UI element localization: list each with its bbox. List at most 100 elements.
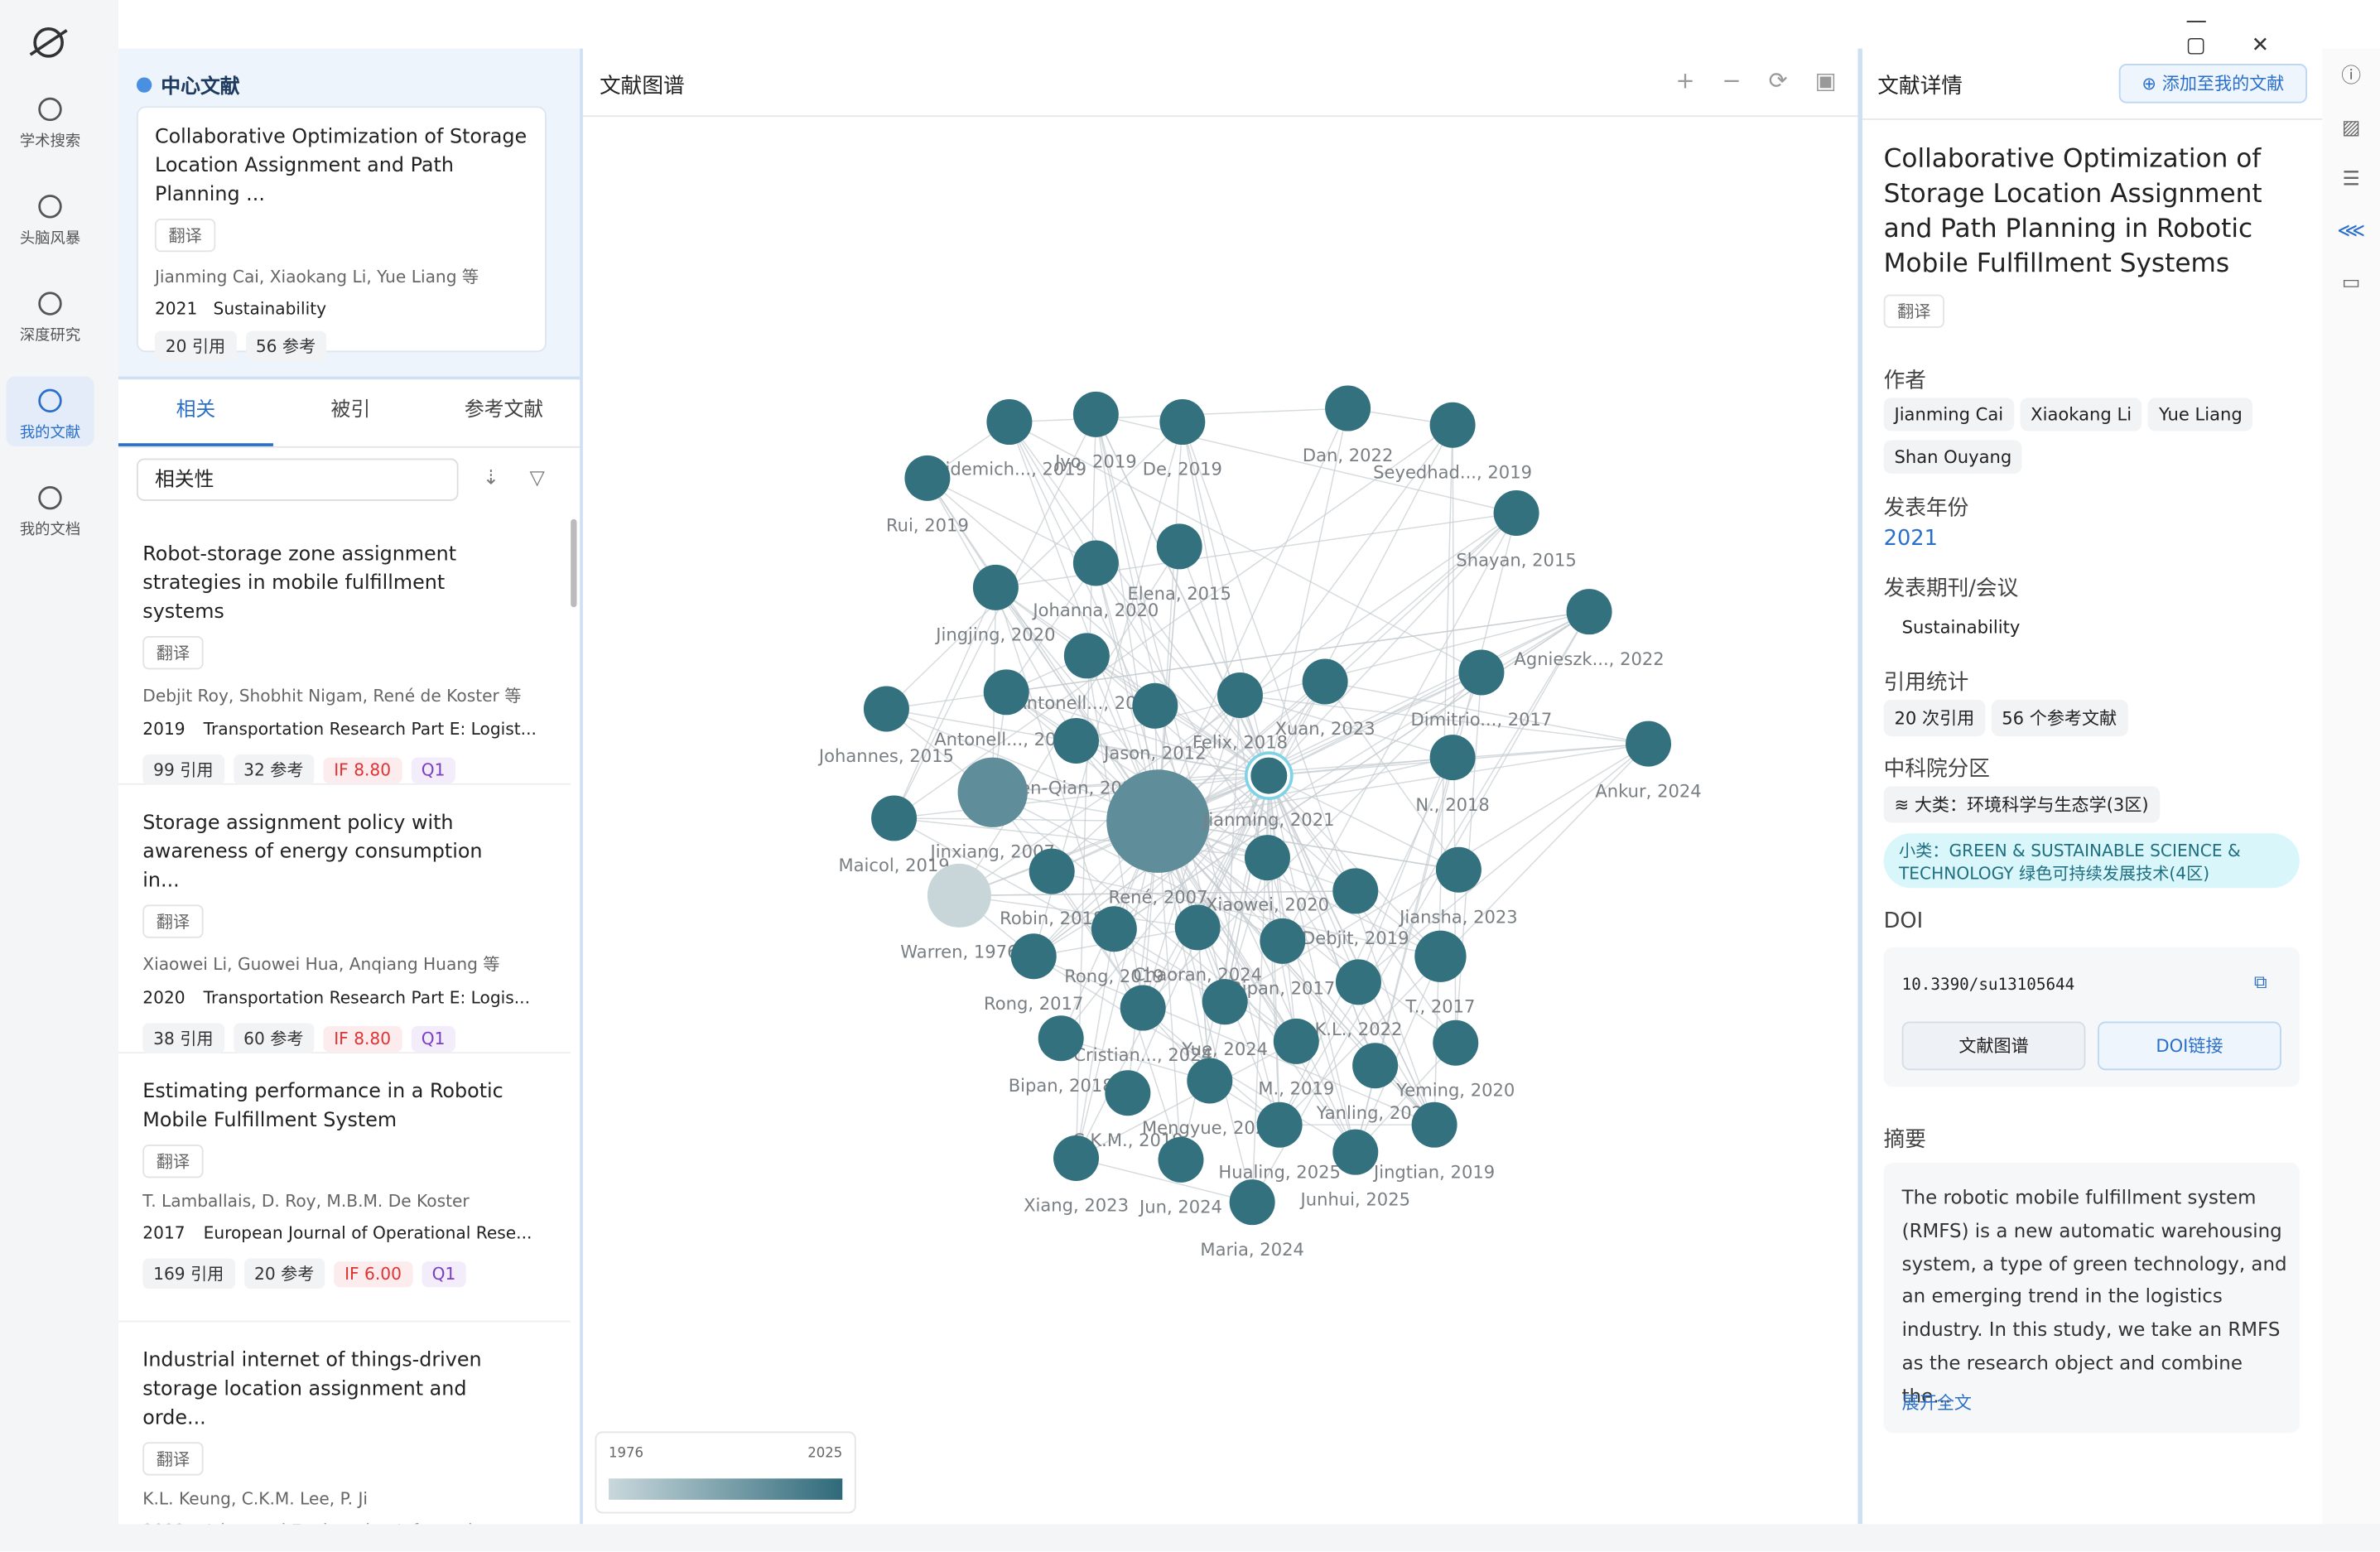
node[interactable]	[1414, 930, 1467, 982]
node[interactable]	[1433, 1019, 1479, 1066]
node[interactable]	[1106, 769, 1210, 873]
node[interactable]	[1029, 848, 1075, 894]
node[interactable]	[1302, 658, 1348, 705]
node[interactable]	[1411, 1101, 1457, 1148]
edge	[1279, 743, 1650, 1125]
node[interactable]	[904, 455, 951, 501]
row: 翻译	[142, 904, 571, 938]
paper-card[interactable]: Storage assignment policy with awareness…	[118, 785, 571, 1054]
node[interactable]	[1332, 1129, 1379, 1175]
node[interactable]	[1010, 933, 1057, 980]
node[interactable]	[1053, 717, 1100, 764]
node[interactable]	[1566, 589, 1612, 635]
edge	[1279, 757, 1453, 1125]
node[interactable]	[1187, 1058, 1233, 1104]
node[interactable]	[1429, 402, 1476, 448]
add-button[interactable]: ⊕ 添加至我的文献	[2118, 63, 2308, 104]
nav-item[interactable]: 深度研究	[6, 279, 94, 349]
node[interactable]	[1273, 1018, 1319, 1064]
node[interactable]	[1091, 906, 1137, 952]
node[interactable]	[927, 863, 991, 928]
node[interactable]	[1244, 835, 1290, 881]
node[interactable]	[1072, 391, 1119, 437]
translate[interactable]: 翻译	[142, 1145, 204, 1178]
sort-select[interactable]: 相关性	[136, 458, 459, 501]
scrollbar[interactable]	[571, 518, 577, 608]
tab[interactable]: 参考文献	[464, 399, 544, 422]
impact-factor: IF 8.80	[323, 757, 402, 783]
node[interactable]	[1072, 540, 1119, 586]
window-controls[interactable]: —▢✕	[2185, 8, 2315, 58]
node-label: Robin, 2018	[1000, 908, 1104, 928]
node[interactable]	[1626, 721, 1672, 767]
edge	[893, 414, 1097, 819]
sort-filter-icons[interactable]: ⇣▽	[482, 467, 576, 491]
authors: T. Lamballais, D. Roy, M.B.M. De Koster	[142, 1191, 470, 1212]
sidebar: 学术搜索头脑风暴深度研究我的文献我的文档	[0, 0, 118, 1552]
nav-item[interactable]: 我的文档	[6, 474, 94, 543]
node[interactable]	[1493, 490, 1539, 537]
doi-button[interactable]: DOI链接	[2098, 1021, 2281, 1071]
node[interactable]	[871, 795, 918, 841]
node[interactable]	[1159, 399, 1206, 446]
node[interactable]	[957, 757, 1028, 827]
node-label: Ankur, 2024	[1595, 780, 1701, 801]
tab[interactable]: 被引	[330, 399, 371, 422]
nav-item[interactable]: 头脑风暴	[6, 182, 94, 252]
node[interactable]	[1352, 1043, 1399, 1089]
heading: 文献详情	[1877, 74, 1963, 99]
detail-panel: 文献详情 ⊕ 添加至我的文献 Collaborative Optimizatio…	[1862, 49, 2323, 1525]
edge	[995, 512, 1517, 589]
node[interactable]	[1247, 754, 1290, 798]
right-toolbar[interactable]: ⓘ ▨ ☰ ⋘ ▭	[2322, 48, 2380, 1527]
nav-item[interactable]: 学术搜索	[6, 85, 94, 155]
nav-item[interactable]: 我的文献	[6, 376, 94, 446]
copy[interactable]: ⧉	[2253, 971, 2267, 993]
translate[interactable]: 翻译	[142, 904, 204, 938]
node[interactable]	[1156, 523, 1202, 570]
node[interactable]	[1332, 868, 1379, 914]
edge	[1075, 928, 1115, 1159]
translate[interactable]: 翻译	[142, 1442, 204, 1476]
node-label: K.L., 2022	[1314, 1019, 1402, 1039]
paper-card[interactable]: Estimating performance in a Robotic Mobi…	[118, 1053, 571, 1323]
node[interactable]	[1256, 1101, 1303, 1148]
node[interactable]	[1458, 649, 1505, 696]
node[interactable]	[1229, 1179, 1275, 1226]
node[interactable]	[1158, 1136, 1204, 1183]
node[interactable]	[1202, 979, 1248, 1025]
node[interactable]	[1216, 672, 1263, 718]
paper-card[interactable]: Industrial internet of things-driven sto…	[118, 1322, 571, 1524]
authors: K.L. Keung, C.K.M. Lee, P. Ji	[142, 1489, 368, 1509]
node-label: Xiaowei, 2020	[1206, 894, 1329, 915]
nav-label: 我的文档	[19, 522, 81, 539]
node[interactable]	[1325, 385, 1371, 431]
node[interactable]	[1063, 633, 1110, 679]
node[interactable]	[863, 686, 909, 732]
row: 翻译	[142, 635, 571, 670]
node[interactable]	[1335, 959, 1381, 1005]
refs: 56 个参考文献	[1991, 699, 2127, 736]
graph-tools[interactable]: +−⟳▣	[1675, 66, 1864, 94]
node[interactable]	[1429, 735, 1476, 781]
translate[interactable]: 翻译	[154, 218, 216, 253]
edge	[1033, 956, 1356, 1153]
translate[interactable]: 翻译	[142, 635, 204, 670]
node[interactable]	[1174, 904, 1221, 951]
node[interactable]	[986, 399, 1033, 446]
paper-card[interactable]: Robot-storage zone assignment strategies…	[118, 516, 571, 785]
node[interactable]	[972, 564, 1019, 610]
node[interactable]	[1132, 682, 1178, 729]
node[interactable]	[1120, 985, 1166, 1031]
node-label: Shayan, 2015	[1456, 550, 1576, 571]
node[interactable]	[1038, 1015, 1084, 1062]
tab[interactable]: 相关	[118, 379, 273, 446]
graph-button[interactable]: 文献图谱	[1901, 1021, 2086, 1071]
node[interactable]	[1053, 1135, 1100, 1182]
node[interactable]	[983, 669, 1029, 716]
expand[interactable]: 展开全文	[1901, 1391, 1972, 1414]
node[interactable]	[1260, 918, 1306, 964]
translate[interactable]: 翻译	[1883, 294, 1944, 328]
node[interactable]	[1435, 846, 1481, 893]
node[interactable]	[1105, 1070, 1151, 1116]
